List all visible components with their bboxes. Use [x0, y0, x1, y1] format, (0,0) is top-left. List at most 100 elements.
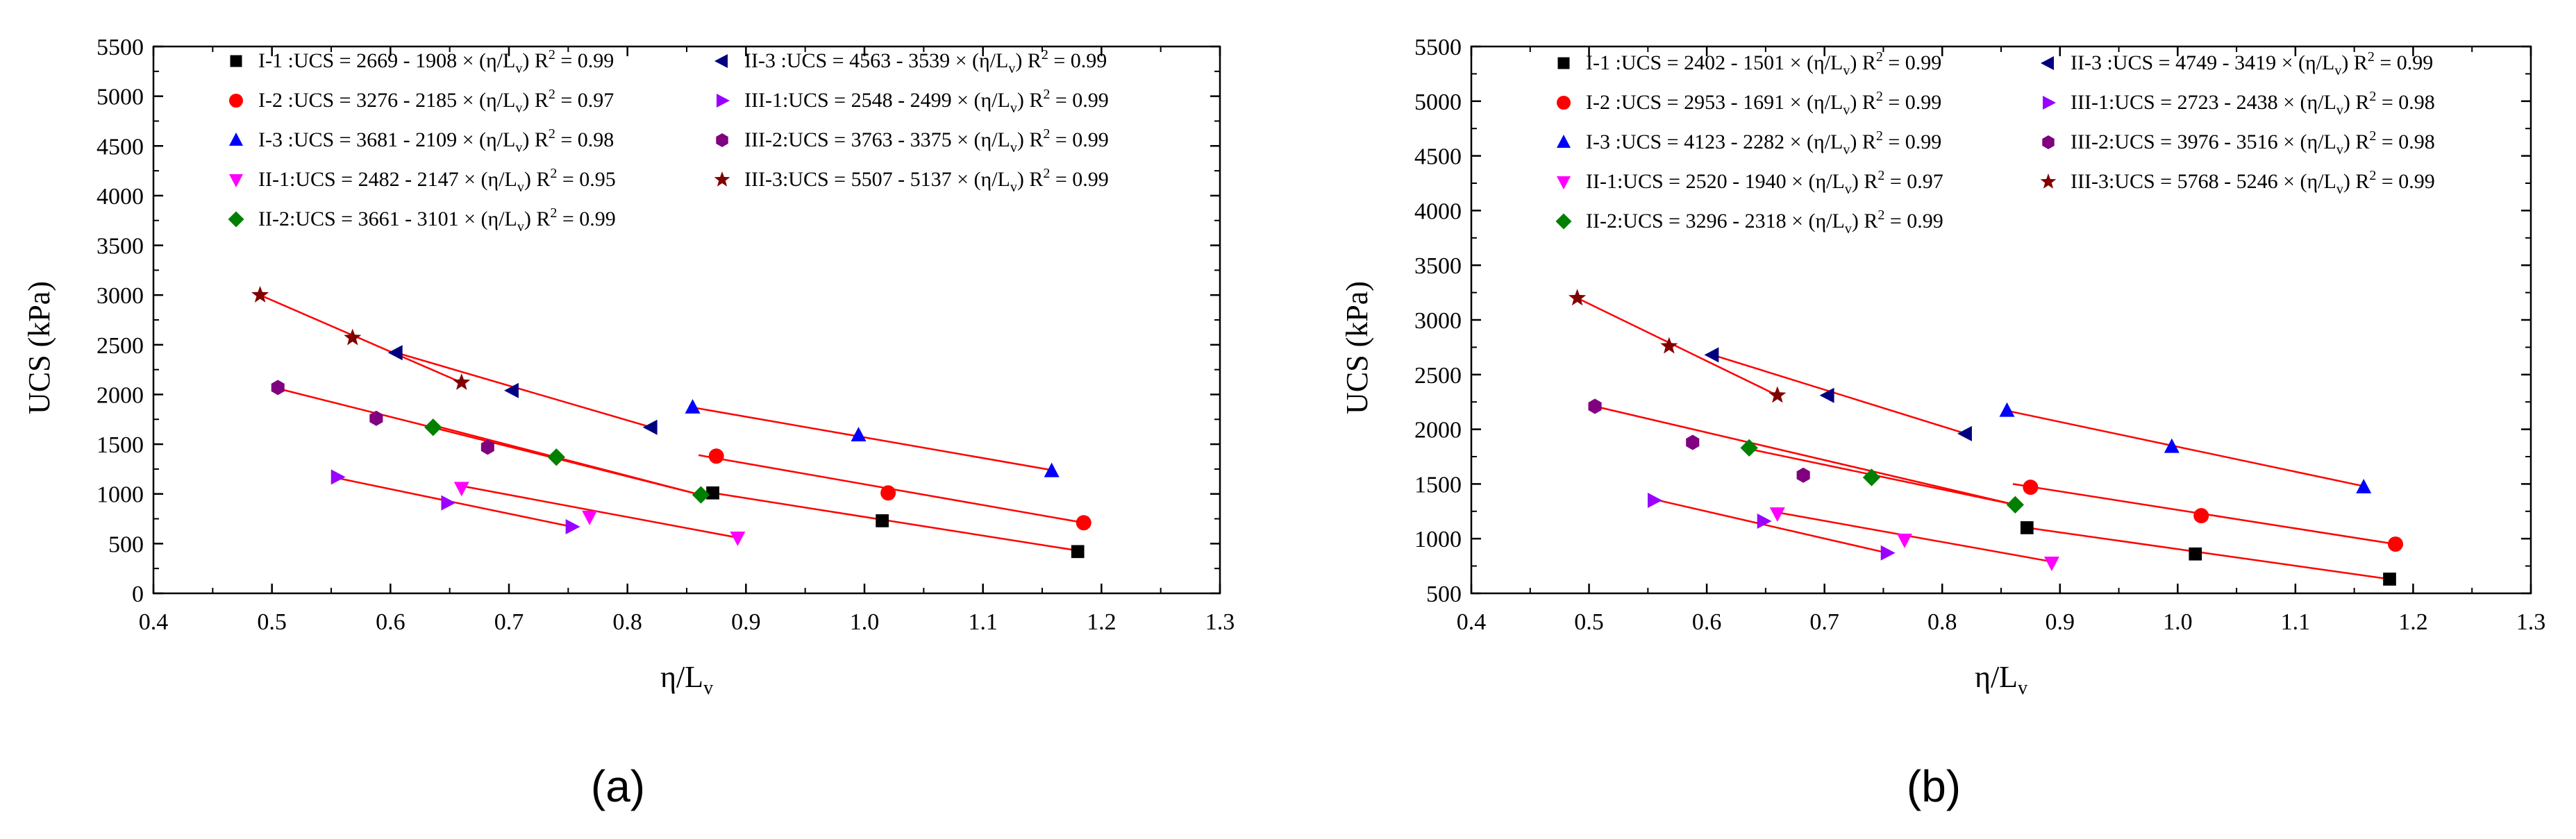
x-tick-label: 1.0 [850, 609, 880, 635]
legend-marker-i-1 [230, 55, 242, 67]
legend-entry-ii-3: II-3 :UCS = 4563 - 3539 × (η/Lv) R2 = 0.… [744, 47, 1107, 76]
legend-entry-ii-1: II-1:UCS = 2482 - 2147 × (η/Lv) R2 = 0.9… [258, 166, 616, 195]
legend-marker-iii-2 [2042, 135, 2055, 149]
x-tick-label: 0.4 [1457, 609, 1487, 635]
data-point-ii-1 [453, 482, 469, 497]
data-point-ii-3 [642, 419, 658, 435]
data-point-ii-1 [730, 531, 746, 546]
x-tick-label: 0.7 [494, 609, 524, 635]
data-point-i-1 [706, 486, 719, 500]
legend-marker-iii-2 [716, 133, 728, 147]
legend-marker-ii-2 [1555, 213, 1572, 230]
data-point-i-2 [2388, 536, 2404, 552]
data-point-iii-3 [1569, 289, 1587, 306]
y-tick-label: 5500 [97, 35, 144, 60]
x-tick-label: 0.8 [1927, 609, 1957, 635]
fit-line-iii-3 [260, 294, 462, 384]
data-point-iii-2 [1796, 467, 1810, 483]
legend-entry-ii-2: II-2:UCS = 3661 - 3101 × (η/Lv) R2 = 0.9… [258, 205, 616, 235]
y-tick-label: 3000 [97, 283, 144, 309]
legend-marker-ii-1 [1557, 176, 1571, 189]
legend-entry-iii-1: III-1:UCS = 2723 - 2438 × (η/Lv) R2 = 0.… [2071, 89, 2435, 118]
data-point-ii-3 [1957, 425, 1972, 441]
legend-entry-iii-3: III-3:UCS = 5507 - 5137 × (η/Lv) R2 = 0.… [744, 166, 1109, 195]
data-point-iii-1 [331, 469, 346, 485]
x-tick-label: 1.3 [2516, 609, 2546, 635]
x-axis-label: η/Lv [1975, 660, 2027, 699]
x-tick-label: 0.9 [2046, 609, 2075, 635]
x-tick-label: 0.6 [1692, 609, 1722, 635]
data-point-ii-3 [504, 382, 519, 398]
y-tick-label: 3500 [1414, 253, 1462, 279]
y-tick-label: 2500 [1414, 363, 1462, 389]
y-tick-label: 5000 [1414, 90, 1462, 115]
legend-entry-i-2: I-2 :UCS = 2953 - 1691 × (η/Lv) R2 = 0.9… [1586, 89, 1941, 118]
x-tick-label: 0.7 [1809, 609, 1839, 635]
data-point-i-2 [880, 485, 896, 501]
y-tick-label: 1000 [97, 482, 144, 508]
legend-marker-ii-3 [714, 54, 728, 68]
y-tick-label: 500 [1426, 582, 1462, 607]
data-point-ii-1 [1769, 507, 1785, 523]
y-tick-label: 2500 [97, 333, 144, 359]
y-tick-label: 4000 [97, 184, 144, 210]
x-tick-label: 0.5 [257, 609, 287, 635]
data-point-iii-1 [1880, 545, 1896, 561]
y-tick-label: 500 [108, 532, 144, 557]
fit-line-i-1 [712, 492, 1078, 552]
legend-entry-i-2: I-2 :UCS = 3276 - 2185 × (η/Lv) R2 = 0.9… [258, 87, 614, 116]
data-point-ii-3 [387, 345, 403, 361]
fit-line-iii-2 [1594, 405, 2016, 506]
y-tick-label: 3500 [97, 234, 144, 260]
chart-panel-a: 0.4 0.5 0.6 0.7 0.8 0.9 1.0 1.1 1.2 1.3 0 500 1000 15… [22, 35, 1235, 811]
data-point-iii-1 [1648, 493, 1662, 509]
fit-line-ii-3 [1712, 354, 1966, 435]
x-tick-label: 0.4 [139, 609, 169, 635]
x-tick-label: 0.5 [1574, 609, 1604, 635]
legend-entry-iii-1: III-1:UCS = 2548 - 2499 × (η/Lv) R2 = 0.… [744, 87, 1109, 116]
y-tick-label: 1000 [1414, 527, 1462, 552]
legend-marker-i-3 [1557, 135, 1571, 148]
legend-entry-iii-3: III-3:UCS = 5768 - 5246 × (η/Lv) R2 = 0.… [2071, 168, 2435, 197]
data-point-iii-1 [565, 519, 580, 535]
legend-marker-ii-3 [2041, 56, 2054, 70]
data-point-ii-1 [2043, 557, 2059, 571]
data-point-i-3 [2164, 438, 2180, 453]
y-tick-label: 3000 [1414, 308, 1462, 334]
y-tick-label: 5500 [1414, 35, 1462, 60]
y-tick-label: 4000 [1414, 198, 1462, 224]
data-point-iii-3 [453, 373, 471, 390]
fit-line-i-1 [2027, 527, 2390, 580]
data-point-i-1 [876, 514, 889, 527]
y-tick-label: 2000 [1414, 418, 1462, 443]
x-tick-label: 0.8 [612, 609, 642, 635]
data-point-iii-3 [1660, 337, 1678, 354]
x-tick-label: 1.1 [968, 609, 998, 635]
fit-line-ii-2 [1748, 448, 2016, 506]
data-point-iii-2 [369, 410, 383, 426]
y-tick-label: 4500 [1414, 144, 1462, 170]
data-point-i-3 [2356, 479, 2372, 493]
data-point-iii-3 [1768, 386, 1787, 403]
y-tick-label: 1500 [97, 432, 144, 458]
x-tick-label: 0.6 [376, 609, 405, 635]
y-tick-label: 5000 [97, 85, 144, 110]
legend-entry-iii-2: III-2:UCS = 3976 - 3516 × (η/Lv) R2 = 0.… [2071, 128, 2435, 158]
y-tick-label: 0 [132, 582, 144, 607]
legend-marker-i-3 [229, 133, 243, 146]
legend-marker-i-2 [229, 94, 243, 108]
data-point-ii-2 [424, 418, 442, 437]
x-tick-label: 1.2 [1087, 609, 1116, 635]
legend-marker-iii-1 [717, 94, 730, 108]
chart-panel-b: 0.4 0.5 0.6 0.7 0.8 0.9 1.0 1.1 1.2 1.3 500 1000 150… [1340, 35, 2545, 811]
legend-marker-iii-3 [2040, 173, 2057, 189]
data-point-i-2 [708, 448, 724, 464]
data-point-ii-3 [1819, 387, 1834, 403]
fit-line-i-3 [692, 406, 1052, 471]
legend-entry-ii-3: II-3 :UCS = 4749 - 3419 × (η/Lv) R2 = 0.… [2071, 49, 2433, 78]
panel-caption: (a) [591, 761, 645, 811]
legend-entry-i-3: I-3 :UCS = 3681 - 2109 × (η/Lv) R2 = 0.9… [258, 126, 614, 155]
x-tick-label: 1.2 [2398, 609, 2428, 635]
data-point-i-1 [1071, 545, 1085, 559]
